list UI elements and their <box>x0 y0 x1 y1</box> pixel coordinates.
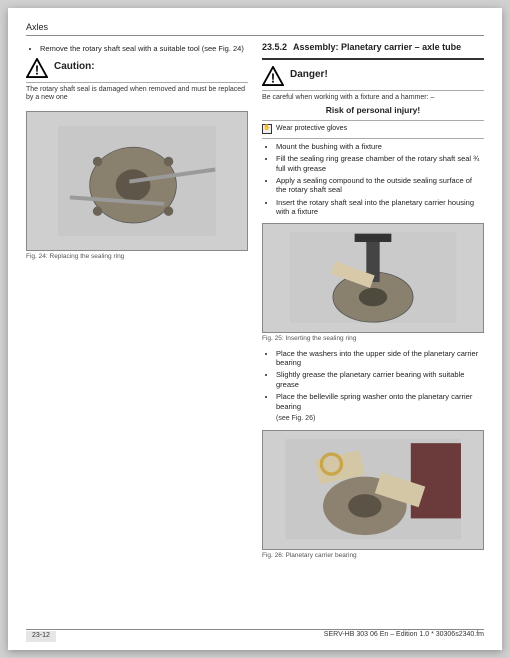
left-column: Remove the rotary shaft seal with a suit… <box>26 42 248 560</box>
risk-line: Risk of personal injury! <box>262 105 484 116</box>
footer: 23-12 SERV-HB 303 06 En – Edition 1.0 * … <box>26 631 484 642</box>
fig24-caption-num: Fig. 24: <box>26 253 48 260</box>
bullet-item: Fill the sealing ring grease chamber of … <box>276 154 484 173</box>
doc-info: SERV-HB 303 06 En – Edition 1.0 * 30306s… <box>324 631 484 642</box>
fig25-caption: Fig. 25: Inserting the sealing ring <box>262 335 484 343</box>
page: Axles Remove the rotary shaft seal with … <box>8 8 502 650</box>
caution-rule <box>26 82 248 83</box>
gloves-icon: ✋ <box>262 124 272 134</box>
left-bullet-list: Remove the rotary shaft seal with a suit… <box>26 44 248 53</box>
danger-intro: Be careful when working with a fixture a… <box>262 94 484 103</box>
svg-text:!: ! <box>35 62 39 77</box>
content-columns: Remove the rotary shaft seal with a suit… <box>26 42 484 560</box>
section-rule <box>262 58 484 60</box>
bullet-item: Slightly grease the planetary carrier be… <box>276 370 484 389</box>
steps-list-b: Place the washers into the upper side of… <box>262 349 484 411</box>
warning-triangle-icon: ! <box>262 66 284 86</box>
warning-triangle-icon: ! <box>26 58 48 78</box>
see-fig-text: (see Fig. 26) <box>262 415 484 424</box>
fig26-caption-num: Fig. 26: <box>262 552 284 559</box>
gloves-row: ✋ Wear protective gloves <box>262 124 484 134</box>
danger-label: Danger! <box>290 69 328 82</box>
section-title: Assembly: Planetary carrier – axle tube <box>293 42 461 53</box>
caution-label: Caution: <box>54 61 95 74</box>
fig24-caption: Fig. 24: Replacing the sealing ring <box>26 253 248 261</box>
running-head: Axles <box>26 22 484 33</box>
caution-text: The rotary shaft seal is damaged when re… <box>26 86 248 104</box>
gloves-rule <box>262 138 484 139</box>
header-rule <box>26 35 484 36</box>
steps-list-a: Mount the bushing with a fixture Fill th… <box>262 142 484 217</box>
bullet-item: Mount the bushing with a fixture <box>276 142 484 151</box>
bullet-item: Apply a sealing compound to the outside … <box>276 176 484 195</box>
figure-26 <box>262 430 484 550</box>
svg-text:!: ! <box>271 70 275 85</box>
fig26-caption: Fig. 26: Planetary carrier bearing <box>262 552 484 560</box>
right-column: 23.5.2 Assembly: Planetary carrier – axl… <box>262 42 484 560</box>
page-number: 23-12 <box>26 631 56 642</box>
figure-24 <box>26 111 248 251</box>
bullet-item: Insert the rotary shaft seal into the pl… <box>276 198 484 217</box>
risk-rule <box>262 120 484 121</box>
gloves-text: Wear protective gloves <box>276 125 347 134</box>
danger-row: ! Danger! <box>262 66 484 86</box>
bullet-item: Remove the rotary shaft seal with a suit… <box>40 44 248 53</box>
section-number: 23.5.2 <box>262 42 287 53</box>
danger-rule <box>262 90 484 91</box>
fig25-caption-text: Inserting the sealing ring <box>286 335 357 342</box>
bullet-item: Place the washers into the upper side of… <box>276 349 484 368</box>
caution-row: ! Caution: <box>26 58 248 78</box>
footer-rule <box>26 629 484 630</box>
section-heading: 23.5.2 Assembly: Planetary carrier – axl… <box>262 42 484 53</box>
bullet-item: Place the belleville spring washer onto … <box>276 392 484 411</box>
fig25-caption-num: Fig. 25: <box>262 335 284 342</box>
figure-25 <box>262 223 484 333</box>
fig26-caption-text: Planetary carrier bearing <box>286 552 357 559</box>
fig24-caption-text: Replacing the sealing ring <box>50 253 125 260</box>
